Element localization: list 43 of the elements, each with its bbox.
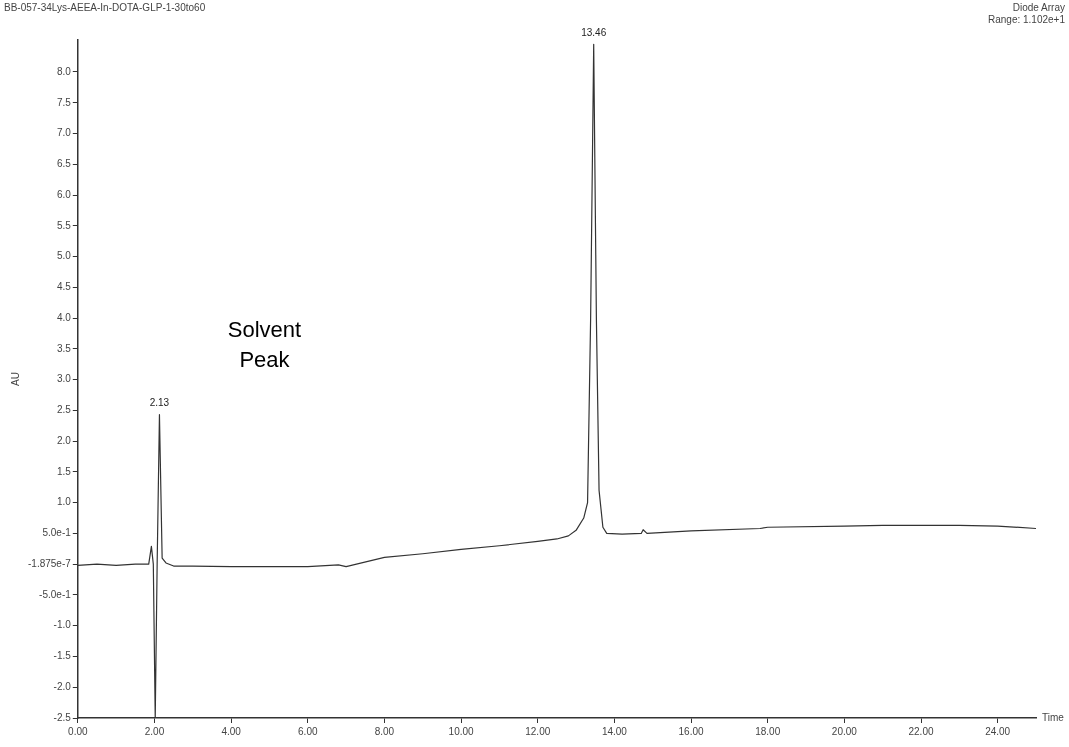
- x-tick-label: 22.00: [908, 725, 934, 737]
- x-tick-label: 8.00: [374, 725, 395, 737]
- y-tick-label: 5.0e-1: [42, 527, 72, 539]
- x-tick-label: 2.00: [144, 725, 165, 737]
- x-axis-title: Time: [1042, 712, 1064, 723]
- annotation: 13.46: [581, 27, 607, 39]
- chart-subtitle: Diode Array: [1011, 2, 1065, 14]
- y-tick-label: 6.0: [56, 188, 72, 200]
- y-tick-label: 7.0: [56, 127, 72, 139]
- x-tick-label: 18.00: [755, 725, 781, 737]
- y-tick-label: 8.0: [56, 65, 72, 77]
- y-tick-label: 2.5: [56, 404, 72, 416]
- y-tick-label: 7.5: [56, 96, 72, 108]
- x-tick-label: 6.00: [298, 725, 318, 737]
- y-tick-label: 3.0: [56, 373, 72, 385]
- y-tick-label: 4.0: [56, 311, 72, 323]
- text: Range: 1.102e+1: [987, 14, 1065, 26]
- y-tick-label: -1.5: [53, 650, 72, 662]
- x-tick-label: 4.00: [221, 725, 242, 737]
- x-tick-label: 20.00: [831, 725, 858, 737]
- y-tick-label: 1.5: [56, 465, 72, 477]
- y-tick-label: -2.0: [53, 680, 72, 692]
- x-tick-label: 10.00: [448, 725, 475, 737]
- y-tick-label: -1.875e-7: [28, 557, 72, 569]
- y-tick-label: 3.5: [56, 342, 72, 354]
- x-tick-label: 12.00: [525, 725, 551, 737]
- y-tick-label: -2.5: [53, 711, 72, 723]
- y-tick-label: -5.0e-1: [39, 588, 72, 600]
- annotation: 2.13: [149, 397, 170, 409]
- y-tick-label: 5.5: [56, 219, 72, 231]
- y-axis-title: AU: [9, 372, 21, 386]
- annotation: Solvent Peak: [227, 316, 302, 374]
- y-tick-label: 5.0: [56, 250, 72, 262]
- y-tick-label: 2.0: [56, 434, 72, 446]
- y-tick-label: 4.5: [56, 281, 72, 293]
- x-tick-label: 0.00: [68, 725, 88, 737]
- x-tick-label: 24.00: [985, 725, 1011, 737]
- y-tick-label: 1.0: [56, 496, 72, 508]
- x-tick-label: 16.00: [678, 725, 704, 737]
- y-tick-label: -1.0: [53, 619, 72, 631]
- chart-title: BB-057-34Lys-AEEA-In-DOTA-GLP-1-30to60: [4, 2, 206, 13]
- y-tick-label: 6.5: [56, 158, 72, 170]
- x-tick-label: 14.00: [601, 725, 628, 737]
